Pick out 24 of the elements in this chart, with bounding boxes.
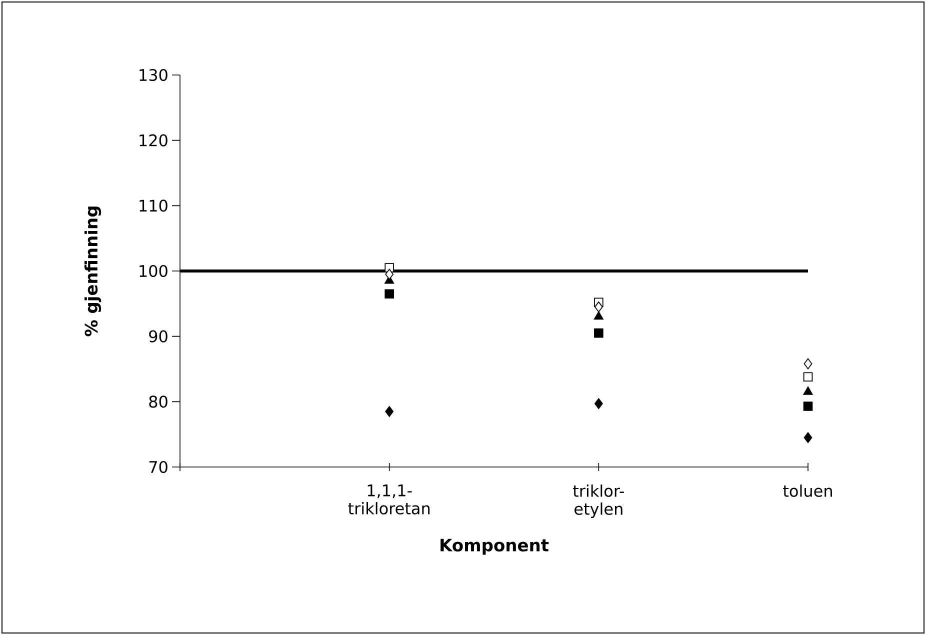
point <box>803 386 813 395</box>
point <box>594 311 604 320</box>
x-axis-title: Komponent <box>440 538 549 555</box>
y-axis-title: % gjenfinning <box>84 206 102 336</box>
y-tick-label: 130 <box>140 68 168 82</box>
x-tick-label: triklor-etylen <box>573 484 624 518</box>
y-tick-label: 90 <box>149 330 168 342</box>
point <box>594 398 603 410</box>
x-tick-label: toluen <box>783 484 832 497</box>
point <box>385 268 394 280</box>
y-tick-label: 100 <box>140 264 168 278</box>
point <box>804 358 812 370</box>
y-tick-label: 120 <box>140 134 168 146</box>
y-tick-label: 80 <box>149 396 168 408</box>
point <box>385 406 394 417</box>
y-tick-label: 70 <box>149 460 168 474</box>
point <box>803 372 813 382</box>
point <box>594 301 603 312</box>
point <box>384 289 394 299</box>
x-tick-label: 1,1,1-trikloretan <box>348 484 430 514</box>
point <box>804 432 812 444</box>
y-tick-label: 110 <box>140 200 168 212</box>
point <box>803 402 813 411</box>
point <box>594 328 604 338</box>
